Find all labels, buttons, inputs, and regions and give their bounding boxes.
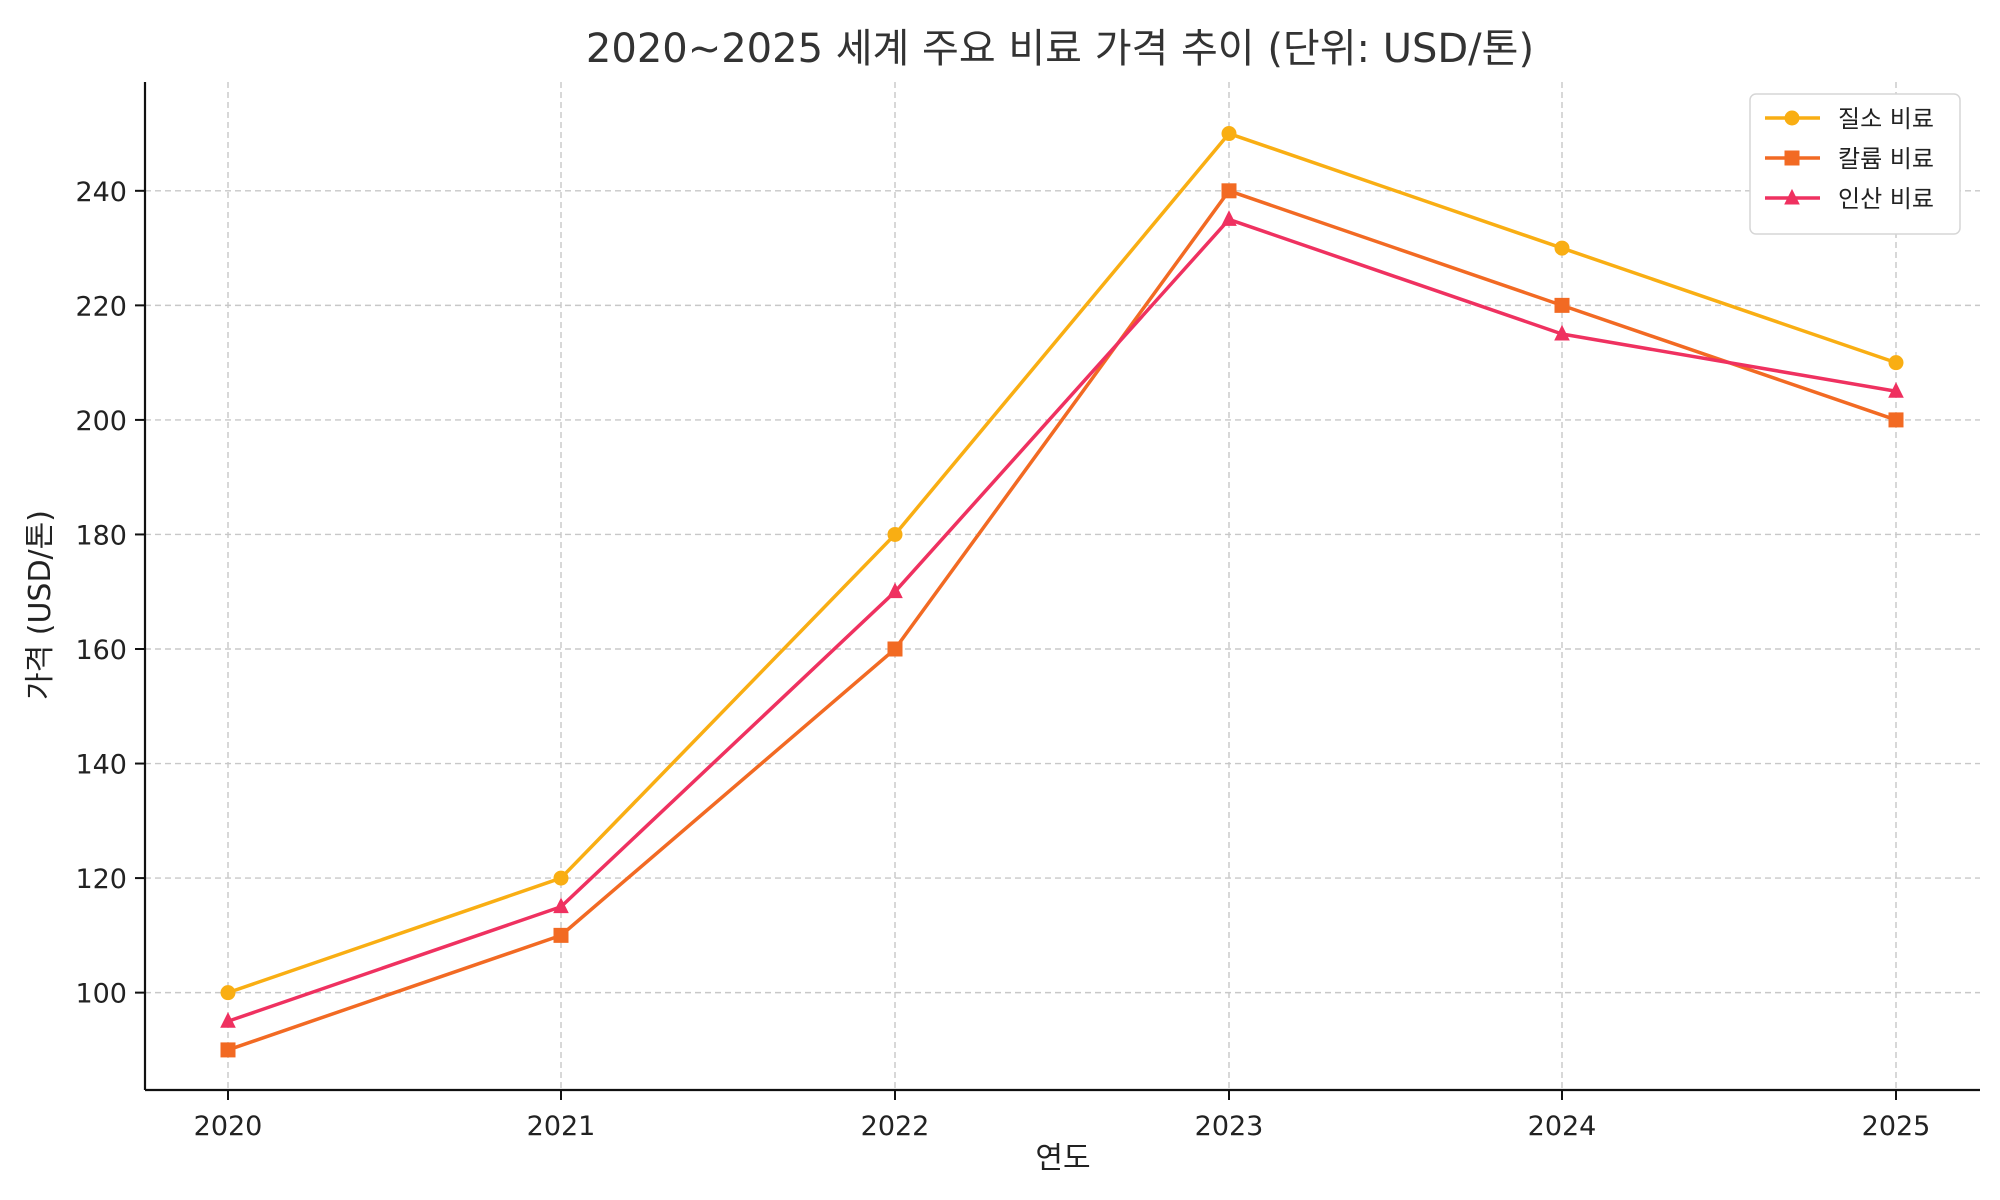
- data-point: [887, 582, 903, 599]
- data-point: [553, 870, 569, 886]
- data-point: [1888, 412, 1904, 428]
- x-axis-label: 연도: [1035, 1141, 1090, 1176]
- data-point: [1888, 382, 1904, 398]
- series-line: [226, 217, 1898, 1024]
- data-point: [887, 526, 903, 542]
- y-tick-label: 100: [75, 979, 127, 1010]
- legend-item: 인산 비료: [1765, 185, 1934, 213]
- data-point: [1221, 126, 1237, 142]
- y-tick-label: 140: [75, 750, 127, 781]
- chart-title: 2020~2025 세계 주요 비료 가격 추이 (단위: USD/톤): [586, 26, 1534, 72]
- legend-label: 인산 비료: [1838, 185, 1934, 213]
- grid-layer: [145, 82, 1980, 1090]
- data-point: [1554, 240, 1570, 256]
- x-tick-label: 2022: [861, 1111, 930, 1142]
- x-tick-label: 2023: [1195, 1111, 1264, 1142]
- series-2: [220, 183, 1904, 1058]
- series-3: [220, 210, 1904, 1028]
- y-tick-label: 220: [75, 291, 127, 322]
- data-point: [220, 985, 236, 1001]
- series-line: [226, 189, 1898, 1052]
- x-tick-label: 2024: [1528, 1111, 1597, 1142]
- y-tick-label: 120: [75, 864, 127, 895]
- data-point: [220, 1042, 236, 1058]
- data-point: [1221, 210, 1237, 226]
- series-line: [226, 131, 1898, 995]
- data-point: [1221, 183, 1237, 199]
- data-point: [1888, 355, 1904, 371]
- y-tick-label: 180: [75, 520, 127, 551]
- y-tick-label: 240: [75, 177, 127, 208]
- data-point: [1554, 297, 1570, 313]
- legend-marker: [1784, 110, 1800, 126]
- legend-label: 칼륨 비료: [1838, 145, 1934, 173]
- data-point: [553, 927, 569, 943]
- legend-marker: [1784, 150, 1800, 166]
- x-tick-label: 2020: [194, 1111, 263, 1142]
- legend-item: 질소 비료: [1765, 105, 1934, 133]
- data-point: [1554, 324, 1570, 341]
- data-point: [887, 641, 903, 657]
- series-1: [220, 126, 1904, 1001]
- x-tick-label: 2025: [1862, 1111, 1931, 1142]
- x-tick-label: 2021: [527, 1111, 596, 1142]
- series-layer: [220, 126, 1904, 1058]
- y-tick-label: 200: [75, 406, 127, 437]
- legend-label: 질소 비료: [1838, 105, 1934, 133]
- legend-marker: [1784, 188, 1800, 205]
- y-axis-label: 가격 (USD/톤): [23, 510, 58, 700]
- data-point: [553, 897, 569, 914]
- data-point: [220, 1012, 236, 1028]
- y-tick-label: 160: [75, 635, 127, 666]
- axes-layer: 2020 2021 2022 2023 2024 2025 100 120 140 160 180 2…: [75, 82, 1980, 1142]
- legend-item: 칼륨 비료: [1765, 145, 1934, 173]
